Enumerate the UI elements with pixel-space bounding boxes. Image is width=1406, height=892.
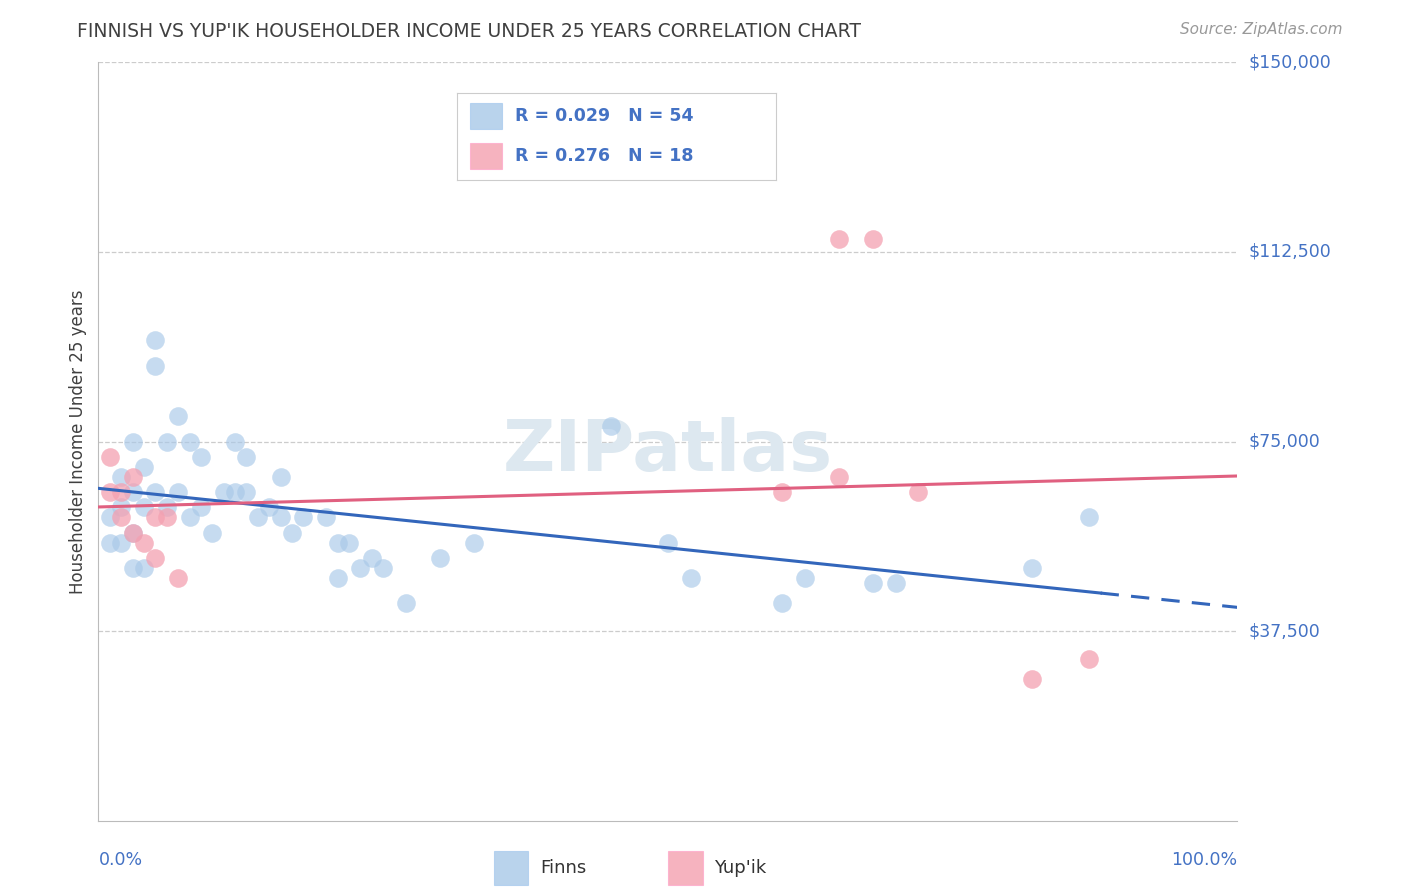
Point [1021, 672, 1043, 686]
Point [828, 232, 851, 246]
Point [132, 535, 155, 549]
Point [349, 561, 371, 575]
Point [110, 535, 132, 549]
Point [1021, 561, 1043, 575]
Point [98, 535, 121, 549]
Point [224, 485, 246, 500]
Point [156, 500, 179, 515]
Point [156, 434, 179, 449]
Point [132, 459, 155, 474]
Point [156, 510, 179, 524]
Point [98, 485, 121, 500]
Point [98, 510, 121, 524]
Text: ZIPatlas: ZIPatlas [503, 417, 832, 486]
Point [679, 571, 702, 585]
Point [884, 576, 907, 591]
Point [167, 571, 190, 585]
Point [235, 450, 257, 464]
Text: $112,500: $112,500 [1249, 243, 1331, 261]
Point [1078, 652, 1101, 666]
Point [657, 535, 679, 549]
Point [121, 485, 143, 500]
Point [121, 561, 143, 575]
Point [326, 535, 349, 549]
Point [235, 485, 257, 500]
Point [292, 510, 315, 524]
Point [167, 485, 190, 500]
Point [862, 576, 884, 591]
Point [121, 434, 143, 449]
Text: 0.0%: 0.0% [98, 851, 142, 869]
Text: $75,000: $75,000 [1249, 433, 1320, 450]
Point [862, 232, 884, 246]
Point [907, 485, 929, 500]
Point [201, 525, 224, 540]
Point [98, 450, 121, 464]
Point [429, 550, 451, 565]
Point [315, 510, 337, 524]
Point [793, 571, 815, 585]
Text: $37,500: $37,500 [1249, 622, 1320, 640]
Point [190, 500, 212, 515]
Point [132, 500, 155, 515]
Text: Source: ZipAtlas.com: Source: ZipAtlas.com [1180, 22, 1343, 37]
Point [179, 510, 201, 524]
Text: 100.0%: 100.0% [1171, 851, 1237, 869]
Point [326, 571, 349, 585]
Point [110, 485, 132, 500]
Point [145, 550, 167, 565]
Point [167, 409, 190, 424]
Point [270, 470, 292, 484]
Point [190, 450, 212, 464]
Point [145, 510, 167, 524]
Point [110, 500, 132, 515]
Point [110, 470, 132, 484]
Point [121, 525, 143, 540]
Point [246, 510, 269, 524]
Point [145, 359, 167, 373]
Point [281, 525, 304, 540]
Point [179, 434, 201, 449]
Point [224, 434, 246, 449]
Point [259, 500, 281, 515]
Point [770, 596, 793, 610]
Point [132, 561, 155, 575]
Point [395, 596, 418, 610]
Point [145, 334, 167, 348]
Point [600, 419, 623, 434]
Text: FINNISH VS YUP'IK HOUSEHOLDER INCOME UNDER 25 YEARS CORRELATION CHART: FINNISH VS YUP'IK HOUSEHOLDER INCOME UND… [77, 22, 862, 41]
Text: $150,000: $150,000 [1249, 54, 1331, 71]
Point [121, 525, 143, 540]
Point [110, 510, 132, 524]
Point [145, 485, 167, 500]
Point [212, 485, 235, 500]
Point [371, 561, 394, 575]
Point [770, 485, 793, 500]
Point [828, 470, 851, 484]
Y-axis label: Householder Income Under 25 years: Householder Income Under 25 years [69, 289, 87, 594]
Point [463, 535, 485, 549]
Point [121, 470, 143, 484]
Point [360, 550, 382, 565]
Point [337, 535, 360, 549]
Point [1078, 510, 1101, 524]
Point [270, 510, 292, 524]
